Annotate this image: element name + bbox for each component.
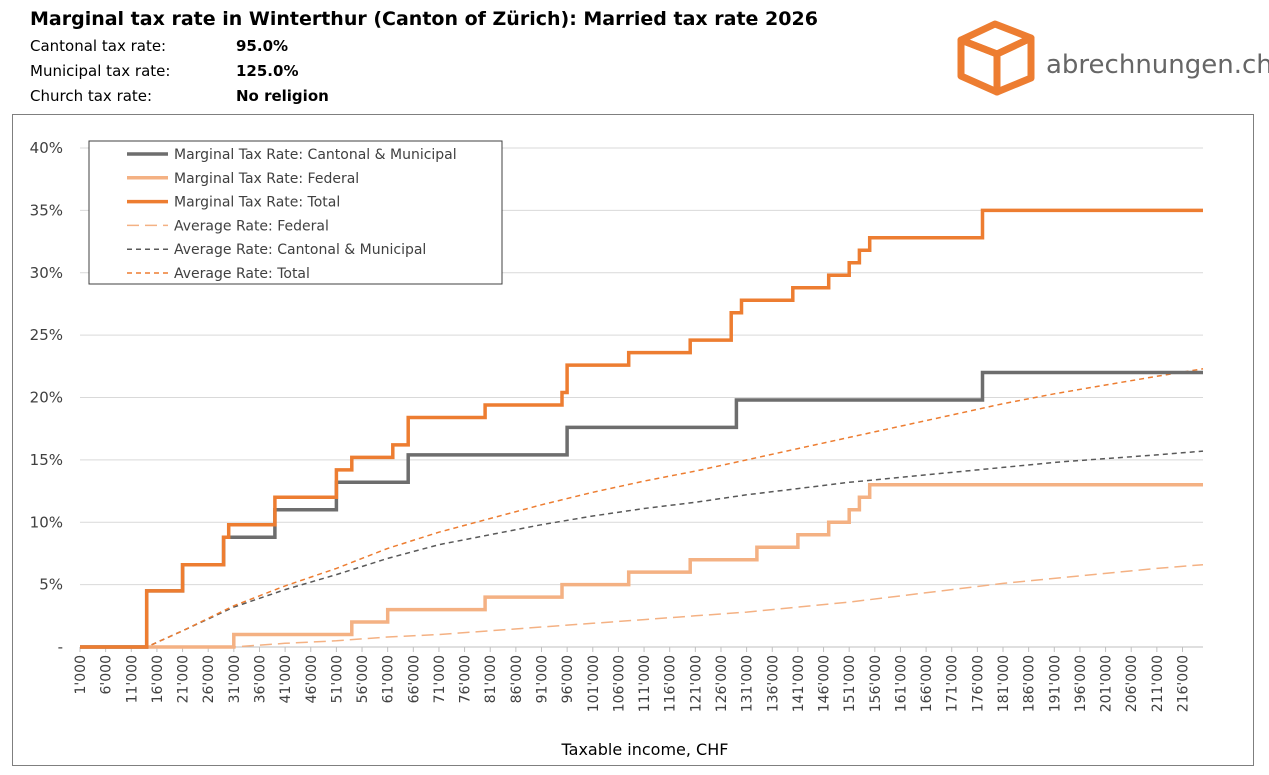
x-tick-label: 121'000 xyxy=(688,655,704,712)
x-tick-label: 46'000 xyxy=(304,655,320,703)
x-tick-label: 136'000 xyxy=(765,655,781,712)
x-tick-label: 211'000 xyxy=(1150,655,1166,712)
y-tick-label: 10% xyxy=(30,513,63,531)
x-tick-label: 176'000 xyxy=(970,655,986,712)
info-value: 95.0% xyxy=(236,37,289,55)
x-tick-label: 156'000 xyxy=(868,655,884,712)
x-tick-label: 31'000 xyxy=(227,655,243,703)
y-tick-label: 15% xyxy=(30,451,63,469)
series xyxy=(80,208,1204,649)
y-axis: - 5% 10% 15% 20% 25% 30% 35% 40% xyxy=(30,139,63,656)
x-tick-label: 56'000 xyxy=(355,655,371,703)
legend-box xyxy=(88,140,503,285)
y-tick-label: 25% xyxy=(30,326,63,344)
x-tick-label: 26'000 xyxy=(201,655,217,703)
info-label: Church tax rate: xyxy=(30,87,153,105)
series-line-5 xyxy=(80,368,1204,648)
info-label: Municipal tax rate: xyxy=(30,62,171,80)
x-axis-label: Taxable income, CHF xyxy=(561,740,729,759)
legend-item-label: Marginal Tax Rate: Cantonal & Municipal xyxy=(174,147,457,163)
x-tick-label: 106'000 xyxy=(611,655,627,712)
x-tick-label: 206'000 xyxy=(1124,655,1140,712)
x-tick-label: 196'000 xyxy=(1073,655,1089,712)
y-tick-label: 30% xyxy=(30,264,63,282)
x-tick-label: 41'000 xyxy=(278,655,294,703)
series-line-1 xyxy=(80,483,1203,649)
x-tick-label: 86'000 xyxy=(509,655,525,703)
x-tick-label: 201'000 xyxy=(1099,655,1115,712)
x-tick-label: 96'000 xyxy=(560,655,576,703)
x-tick-label: 166'000 xyxy=(919,655,935,712)
x-tick-label: 91'000 xyxy=(535,655,551,703)
legend-item-label: Average Rate: Cantonal & Municipal xyxy=(174,242,426,258)
box-icon xyxy=(957,20,1035,96)
x-tick-label: 61'000 xyxy=(381,655,397,703)
y-tick-label: 20% xyxy=(30,389,63,407)
x-tick-label: 171'000 xyxy=(945,655,961,712)
logo-text: abrechnungen.ch xyxy=(1046,50,1269,80)
x-tick-label: 101'000 xyxy=(586,655,602,712)
legend-item-label: Average Rate: Federal xyxy=(174,218,329,234)
x-axis: 1'000 6'000 11'000 16'000 21'000 26'000 31'000… xyxy=(73,646,1203,712)
x-tick-label: 66'000 xyxy=(406,655,422,703)
info-label: Cantonal tax rate: xyxy=(30,37,167,55)
x-tick-label: 21'000 xyxy=(176,655,192,703)
y-tick-label: 40% xyxy=(30,139,63,157)
x-tick-label: 151'000 xyxy=(842,655,858,712)
x-tick-label: 111'000 xyxy=(637,655,653,712)
legend: Marginal Tax Rate: Cantonal & Municipal M… xyxy=(88,140,503,285)
series-line-3 xyxy=(80,563,1204,648)
series-line-4 xyxy=(80,450,1204,648)
x-tick-label: 16'000 xyxy=(150,655,166,703)
series-line-2 xyxy=(80,208,1203,649)
x-tick-label: 141'000 xyxy=(791,655,807,712)
x-tick-label: 186'000 xyxy=(1022,655,1038,712)
x-tick-label: 181'000 xyxy=(996,655,1012,712)
info-value: 125.0% xyxy=(236,62,299,80)
x-tick-label: 81'000 xyxy=(483,655,499,703)
x-tick-label: 131'000 xyxy=(740,655,756,712)
y-tick-label: - xyxy=(58,638,63,656)
chart-frame xyxy=(12,114,1254,766)
page-title: Marginal tax rate in Winterthur (Canton … xyxy=(30,8,818,30)
x-tick-label: 146'000 xyxy=(817,655,833,712)
y-tick-label: 35% xyxy=(30,201,63,219)
x-tick-label: 1'000 xyxy=(73,655,89,694)
x-tick-label: 126'000 xyxy=(714,655,730,712)
x-tick-label: 191'000 xyxy=(1047,655,1063,712)
x-tick-label: 116'000 xyxy=(663,655,679,712)
x-tick-label: 11'000 xyxy=(124,655,140,703)
x-tick-label: 76'000 xyxy=(458,655,474,703)
x-tick-label: 71'000 xyxy=(432,655,448,703)
legend-item-label: Marginal Tax Rate: Federal xyxy=(174,171,359,187)
x-tick-label: 36'000 xyxy=(252,655,268,703)
y-tick-label: 5% xyxy=(39,576,63,594)
x-tick-label: 6'000 xyxy=(99,655,115,694)
x-tick-label: 51'000 xyxy=(329,655,345,703)
legend-item-label: Average Rate: Total xyxy=(174,266,310,282)
x-tick-label: 216'000 xyxy=(1175,655,1191,712)
series-line-0 xyxy=(80,370,1203,649)
info-value: No religion xyxy=(236,87,329,105)
legend-item-label: Marginal Tax Rate: Total xyxy=(174,195,340,211)
x-tick-label: 161'000 xyxy=(893,655,909,712)
